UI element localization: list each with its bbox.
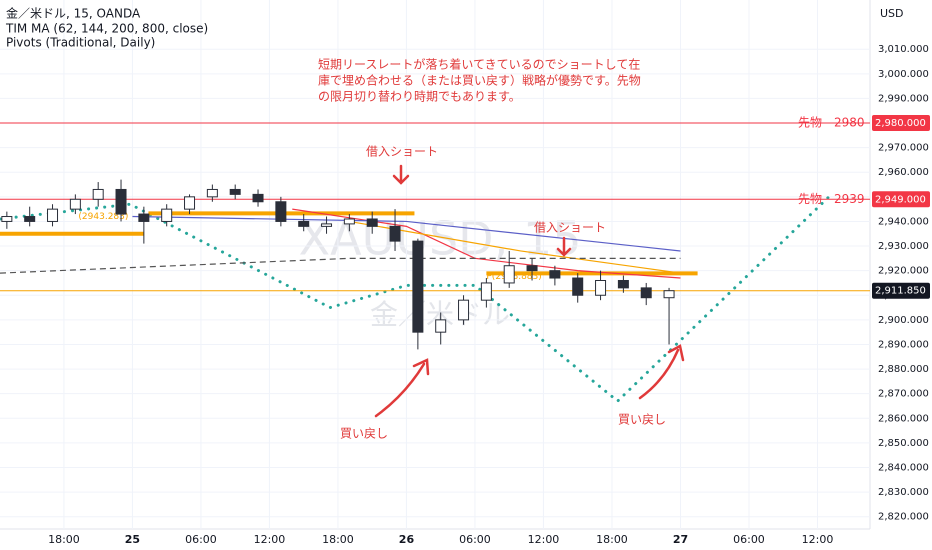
note-line: 庫で埋め合わせる（または買い戻す）戦略が優勢です。先物 xyxy=(318,73,641,88)
y-tick-label: 2,820.000 xyxy=(878,512,929,523)
y-tick-label: 2,920.000 xyxy=(878,266,929,277)
y-tick-label: 3,000.000 xyxy=(878,69,929,80)
legend-symbol: 金／米ドル, 15, OANDA xyxy=(6,6,141,21)
arrow xyxy=(392,164,410,185)
arrow xyxy=(374,358,430,418)
candle-body xyxy=(206,188,218,198)
y-tick-label: 2,850.000 xyxy=(878,438,929,449)
candle-body xyxy=(503,265,515,284)
candle-body xyxy=(366,218,378,227)
x-tick-label: 27 xyxy=(673,533,688,546)
candle-body xyxy=(252,193,264,203)
x-tick-label: 18:00 xyxy=(48,533,80,546)
x-tick-label: 12:00 xyxy=(802,533,834,546)
x-tick-label: 06:00 xyxy=(459,533,491,546)
y-tick-label: 2,860.000 xyxy=(878,413,929,424)
x-tick-label: 18:00 xyxy=(322,533,354,546)
candle-body xyxy=(184,196,196,210)
candle-body xyxy=(617,279,629,289)
candle-body xyxy=(412,240,424,333)
line xyxy=(132,215,681,252)
y-tick-label: 2,840.000 xyxy=(878,462,929,473)
pivot-label: (2943.283) xyxy=(78,212,128,222)
arrow xyxy=(556,236,572,257)
y-tick-label: 2,990.000 xyxy=(878,93,929,104)
candle-body xyxy=(321,223,333,227)
arrow xyxy=(638,344,685,400)
y-tick-label: 2,900.000 xyxy=(878,315,929,326)
arrows xyxy=(374,164,685,418)
legend-ma: TIM MA (62, 144, 200, 800, close) xyxy=(5,22,208,36)
candle-body xyxy=(458,299,470,321)
candle-body xyxy=(298,220,310,227)
y-tick-label: 2,870.000 xyxy=(878,389,929,400)
y-tick-label: 2,940.000 xyxy=(878,216,929,227)
candle-body xyxy=(115,188,127,215)
candle-body xyxy=(92,188,104,200)
price-tag xyxy=(872,191,930,208)
candle-body xyxy=(69,198,81,210)
x-tick-label: 26 xyxy=(399,533,415,546)
y-tick-label: 2,930.000 xyxy=(878,241,929,252)
candle-body xyxy=(47,208,59,222)
candle-body xyxy=(435,319,447,333)
plot: (2943.283)P(2918.883) xyxy=(0,0,870,529)
price-tag xyxy=(872,115,930,132)
candle-body xyxy=(663,290,675,299)
annotation: 借入ショート xyxy=(534,221,606,235)
legend-pivots: Pivots (Traditional, Daily) xyxy=(6,36,155,50)
candle-body xyxy=(138,213,150,222)
candle-body xyxy=(572,277,584,296)
candle-body xyxy=(24,216,36,222)
annotation: 買い戻し xyxy=(340,427,388,441)
x-tick-label: 12:00 xyxy=(528,533,560,546)
y-tick-label: 2,880.000 xyxy=(878,364,929,375)
y-tick-label: 2,890.000 xyxy=(878,339,929,350)
y-tick-label: 3,010.000 xyxy=(878,44,929,55)
candle-body xyxy=(526,265,538,272)
x-tick-label: 25 xyxy=(125,533,140,546)
candle-body xyxy=(229,188,241,195)
price-tag-label: 2,911.850 xyxy=(875,286,926,297)
candle-body xyxy=(595,279,607,296)
candle-body xyxy=(161,208,173,222)
price-tag-label: 2,980.000 xyxy=(875,118,926,129)
note-line: の限月切り替わり時期でもあります。 xyxy=(318,90,521,104)
note-line: 短期リースレートが落ち着いてきているのでショートして在 xyxy=(318,57,640,72)
candle-body xyxy=(549,270,561,279)
annotation: 買い戻し xyxy=(618,413,666,427)
candle-body xyxy=(275,201,287,222)
y-tick-label: 2,960.000 xyxy=(878,167,929,178)
candle-body xyxy=(389,225,401,242)
level-note: 先物 2939 xyxy=(798,192,865,206)
currency: USD xyxy=(880,7,904,20)
x-tick-label: 06:00 xyxy=(185,533,217,546)
y-tick-label: 2,970.000 xyxy=(878,143,929,154)
price-tag xyxy=(872,282,930,299)
x-tick-label: 12:00 xyxy=(254,533,286,546)
candle-body xyxy=(343,218,355,225)
candle-body xyxy=(640,287,652,299)
line xyxy=(0,257,681,274)
candle-body xyxy=(1,216,13,222)
annotation: 借入ショート xyxy=(366,145,438,159)
level-note: 先物 2980 xyxy=(798,116,865,130)
line xyxy=(349,220,681,274)
line xyxy=(0,195,831,404)
y-tick-label: 2,830.000 xyxy=(878,487,929,498)
price-tag-label: 2,949.000 xyxy=(875,194,926,205)
x-tick-label: 18:00 xyxy=(596,533,628,546)
x-tick-label: 06:00 xyxy=(733,533,765,546)
candle-body xyxy=(480,282,492,301)
